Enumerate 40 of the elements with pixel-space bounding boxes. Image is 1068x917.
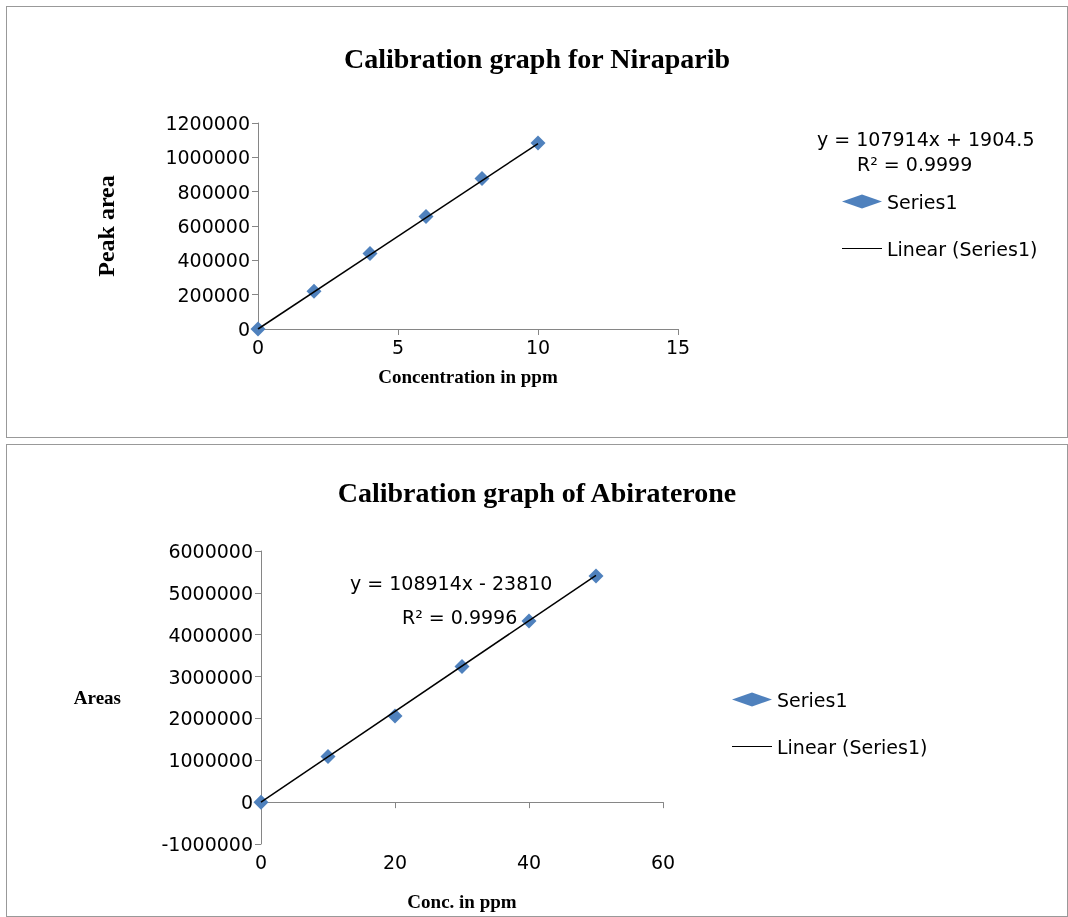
text: R² = 0.9999 xyxy=(857,152,973,175)
y-tick-label: 5000000 xyxy=(168,581,253,604)
y-tick-label: 0 xyxy=(240,791,253,814)
chart-title: Calibration graph for Niraparib xyxy=(343,42,731,74)
chart-title: Calibration graph of Abiraterone xyxy=(337,476,737,508)
legend-label: Linear (Series1) xyxy=(887,237,1038,260)
annotation: R² = 0.9996 xyxy=(402,605,518,628)
y-tick-label: 1000000 xyxy=(168,749,253,772)
y-tick-label: 200000 xyxy=(177,283,250,306)
y-tick-label: 1000000 xyxy=(165,146,250,169)
x-axis-title: Conc. in ppm xyxy=(407,891,517,912)
x-tick-label: 5 xyxy=(391,335,405,358)
y-axis-title: Peak area xyxy=(93,175,119,277)
y-tick-label: 2000000 xyxy=(168,707,253,730)
x-tick-label: 15 xyxy=(665,335,691,358)
x-tick-label: 0 xyxy=(254,850,268,873)
legend-label: Series1 xyxy=(777,688,848,711)
point xyxy=(530,135,546,151)
point xyxy=(588,568,604,584)
y-tick-label: 4000000 xyxy=(168,623,253,646)
y-tick-label: 6000000 xyxy=(168,540,253,562)
y-tick-label: 600000 xyxy=(177,215,250,237)
y-tick-label: -1000000 xyxy=(161,833,253,855)
point xyxy=(250,321,266,337)
y-tick-label: 0 xyxy=(237,318,250,340)
x-tick-label: 20 xyxy=(382,850,408,873)
y-tick-label: 800000 xyxy=(177,180,250,203)
text: y = 107914x + 1904.5 xyxy=(817,127,1035,150)
x-tick-label: 10 xyxy=(525,335,551,358)
x-axis-title: Concentration in ppm xyxy=(378,366,558,387)
legend-label: Series1 xyxy=(887,190,958,213)
legend-label: Linear (Series1) xyxy=(777,735,928,758)
y-tick-label: 1200000 xyxy=(165,112,250,134)
y-axis-title: Areas xyxy=(73,687,121,708)
y-tick-label: 400000 xyxy=(177,249,250,272)
x-tick-label: 40 xyxy=(516,850,542,873)
x-tick-label: 60 xyxy=(650,850,676,873)
annotation: y = 108914x - 23810 xyxy=(350,571,553,594)
y-tick-label: 3000000 xyxy=(168,665,253,688)
point xyxy=(253,794,269,810)
